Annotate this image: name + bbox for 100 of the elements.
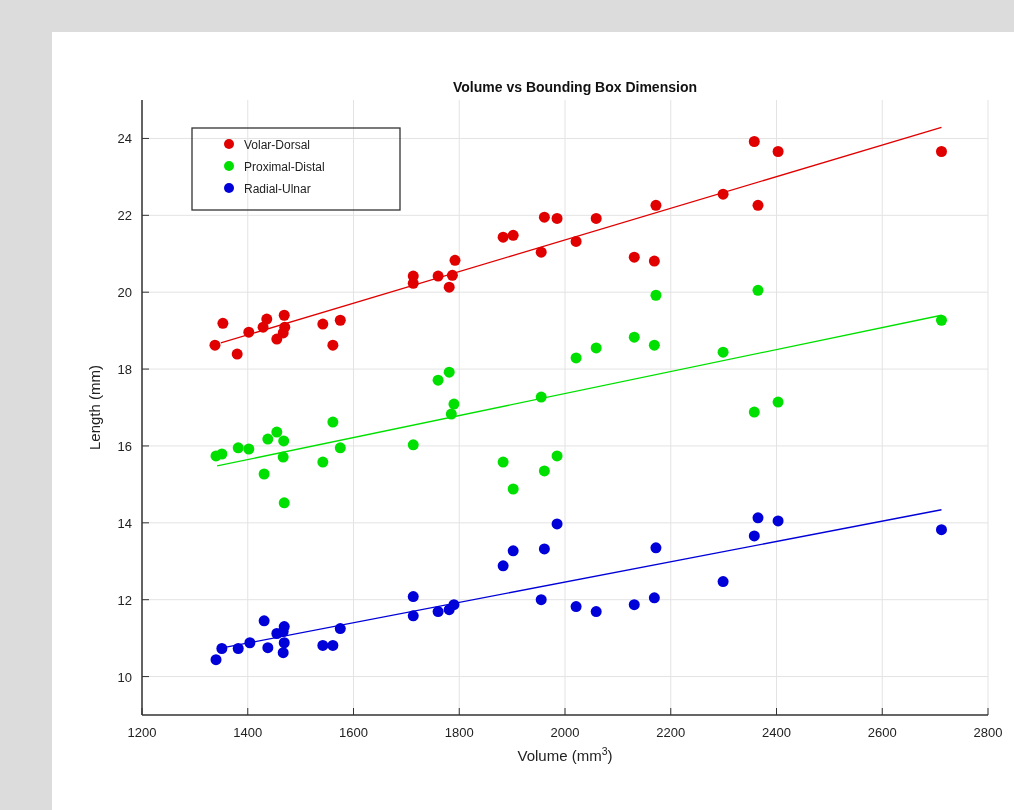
x-tick-label: 1800 (444, 725, 474, 740)
point (628, 251, 640, 263)
point (407, 439, 419, 451)
point (217, 317, 229, 329)
y-tick-label: 16 (117, 438, 132, 454)
point (748, 136, 760, 148)
point (551, 518, 563, 530)
point (538, 465, 550, 477)
point (551, 450, 563, 462)
x-tick-label: 2400 (762, 725, 791, 740)
point (772, 515, 784, 527)
point (752, 512, 764, 524)
point (935, 524, 947, 536)
point (507, 545, 519, 557)
point (261, 313, 273, 325)
x-tick-label: 2800 (973, 725, 1003, 740)
x-tick-label: 1200 (127, 725, 157, 740)
point (443, 366, 455, 378)
point (327, 339, 339, 351)
y-tick-label: 24 (117, 131, 132, 147)
point (535, 246, 547, 258)
point (262, 642, 274, 654)
x-tick-label: 1400 (233, 725, 263, 740)
point (507, 483, 519, 495)
point (271, 426, 283, 438)
x-tick-label: 2600 (867, 725, 897, 740)
point (262, 433, 274, 445)
point (317, 456, 329, 468)
point (243, 326, 255, 338)
legend-label: Proximal-Distal (244, 160, 325, 174)
y-tick-label: 12 (117, 592, 132, 608)
point (648, 255, 660, 267)
point (717, 188, 729, 200)
point (935, 146, 947, 158)
point (772, 396, 784, 408)
point (570, 601, 582, 613)
point (231, 348, 243, 360)
point (327, 416, 339, 428)
point (278, 637, 290, 649)
legend-label: Volar-Dorsal (244, 138, 311, 152)
point (244, 637, 256, 649)
point (650, 289, 662, 301)
point (334, 442, 346, 454)
y-axis-title: Length (mm) (86, 364, 103, 451)
y-tick-label: 14 (117, 515, 132, 531)
point (334, 314, 346, 326)
point (772, 146, 784, 158)
point (590, 606, 602, 618)
point (407, 591, 419, 603)
point (935, 314, 947, 326)
point (538, 543, 550, 555)
point (650, 542, 662, 554)
y-tick-label: 22 (117, 208, 132, 224)
x-tick-label: 2000 (550, 725, 580, 740)
point (210, 654, 222, 666)
point (277, 451, 289, 463)
point (258, 468, 270, 480)
chart-title: Volume vs Bounding Box Dimension (453, 79, 697, 95)
x-axis-title: Volume (mm$^{3}$) (517, 745, 613, 764)
point (446, 269, 458, 281)
point (232, 442, 244, 454)
x-tick-label: 1600 (339, 725, 368, 740)
point (278, 435, 290, 447)
point (628, 599, 640, 611)
point (497, 560, 509, 572)
point (277, 647, 289, 659)
point (748, 530, 760, 542)
point (752, 199, 764, 211)
point (497, 456, 509, 468)
y-tick-label: 20 (117, 285, 132, 301)
point (243, 443, 255, 455)
point (327, 639, 339, 651)
point (448, 599, 460, 611)
point (279, 321, 291, 333)
point (628, 331, 640, 343)
point (648, 592, 660, 604)
point (538, 211, 550, 223)
point (535, 391, 547, 403)
point (650, 199, 662, 211)
point (717, 346, 729, 358)
point (317, 639, 329, 651)
point (590, 212, 602, 224)
point (334, 623, 346, 635)
point (432, 270, 444, 282)
point (497, 231, 509, 243)
legend-label: Radial-Ulnar (244, 182, 311, 196)
point (752, 284, 764, 296)
point (317, 318, 329, 330)
point (717, 576, 729, 588)
point (507, 229, 519, 241)
point (448, 398, 460, 410)
point (209, 339, 221, 351)
y-tick-label: 10 (117, 669, 132, 685)
point (216, 643, 228, 654)
point (278, 309, 290, 321)
point (407, 610, 419, 622)
x-tick-label: 2200 (656, 725, 686, 740)
point (570, 352, 582, 364)
point (535, 594, 547, 606)
point (216, 448, 228, 460)
